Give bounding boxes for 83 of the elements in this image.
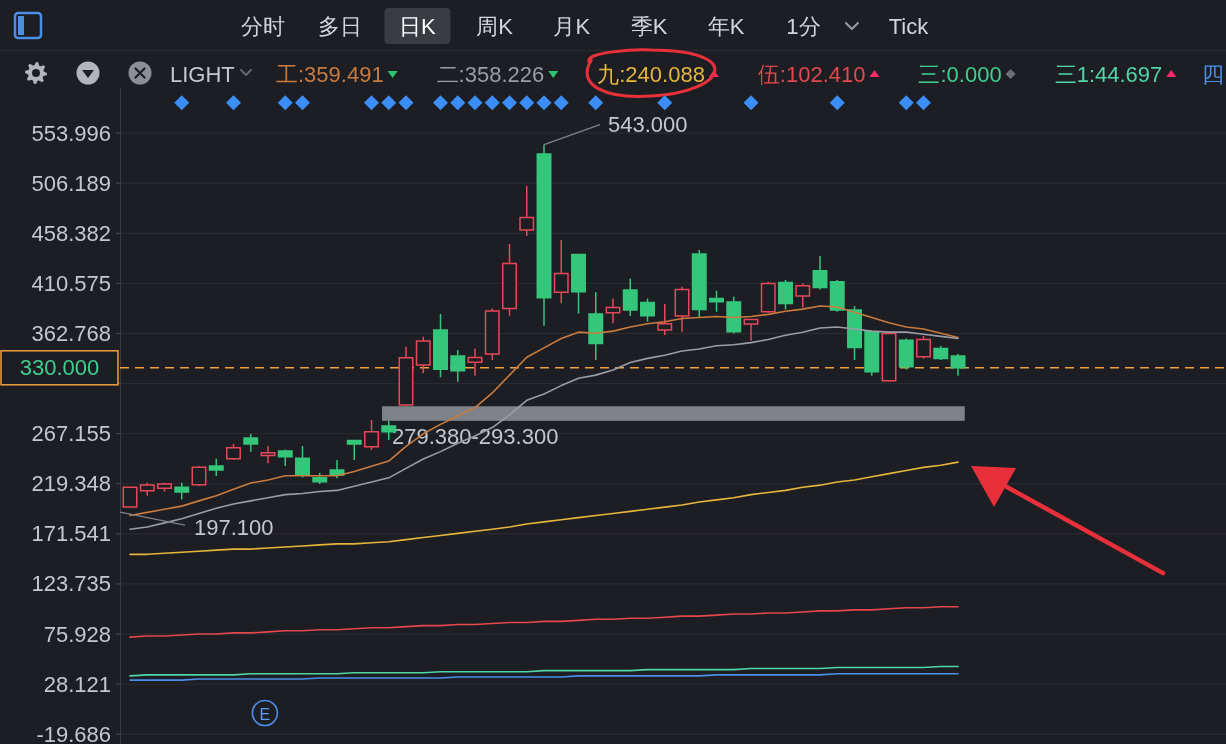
candlestick [553, 239, 569, 305]
text: 九:240.088 [597, 61, 705, 87]
text: 三:0.000 [918, 61, 1002, 87]
y-tick-label: 75.928 [43, 621, 111, 647]
text: 分时 [241, 13, 285, 39]
candlestick [243, 433, 259, 453]
annotation: 543.000 [608, 112, 688, 138]
candlestick [640, 297, 655, 323]
candlestick [691, 249, 707, 319]
candlestick [174, 482, 190, 501]
candlestick [778, 279, 793, 311]
text: 日K [399, 13, 437, 39]
candlestick [157, 482, 172, 493]
candlestick [847, 305, 862, 361]
candlestick [829, 279, 845, 313]
text: 1分 [786, 13, 821, 39]
candlestick [674, 285, 690, 333]
candlestick [467, 347, 483, 377]
text: 四 [1202, 61, 1224, 87]
text: 月K [553, 13, 591, 39]
ref-line-label: 330.000 [19, 355, 100, 381]
candlestick [519, 185, 535, 237]
candlestick [364, 419, 379, 451]
text: Tick [888, 13, 930, 39]
candlestick [933, 345, 949, 361]
text: 季K [630, 13, 668, 39]
line-series [129, 672, 959, 681]
y-tick-label: 362.768 [31, 320, 111, 346]
text: 多日 [318, 13, 363, 39]
candlestick [208, 458, 224, 477]
candlestick [571, 253, 586, 315]
candlestick [122, 486, 138, 508]
candlestick [881, 331, 897, 383]
candlestick [398, 345, 414, 407]
candlestick [191, 465, 207, 487]
candlestick [916, 335, 931, 360]
candlestick [950, 353, 966, 377]
candlestick [726, 296, 742, 335]
candlestick [346, 439, 362, 461]
candlestick [139, 482, 155, 497]
candlestick [622, 277, 638, 317]
y-tick-label: -19.686 [36, 721, 111, 744]
text: 二:358.226 [436, 61, 545, 87]
candlestick [226, 443, 241, 461]
line-series [129, 461, 959, 556]
text: 三1:44.697 [1054, 61, 1163, 87]
candlestick [260, 445, 276, 465]
candlestick [588, 291, 604, 361]
text: 伍:102.410 [757, 61, 866, 87]
y-tick-label: 28.121 [43, 671, 111, 697]
y-tick-label: 506.189 [31, 170, 111, 196]
line-series [129, 305, 959, 517]
candlestick [415, 336, 431, 375]
candlestick [795, 282, 811, 309]
candlestick [605, 297, 621, 325]
line-series [129, 665, 959, 677]
text: 周K [476, 13, 514, 39]
candlestick [502, 243, 517, 317]
candlestick [484, 307, 500, 361]
annotation: 197.100 [194, 514, 274, 540]
candlestick [657, 303, 673, 336]
y-tick-label: 458.382 [31, 220, 111, 246]
candlestick [450, 349, 466, 383]
text: LIGHT [170, 61, 235, 87]
candlestick [536, 143, 552, 327]
y-tick-label: 171.541 [31, 521, 111, 547]
candlestick [898, 337, 914, 371]
text: 年K [707, 13, 745, 39]
y-tick-label: 267.155 [31, 421, 111, 447]
candlestick [277, 448, 293, 467]
candlestick [709, 290, 724, 313]
line-series [129, 605, 959, 638]
text: 工:359.491 [276, 61, 384, 87]
candlestick [743, 318, 759, 342]
candlestick [864, 331, 880, 377]
candlestick [433, 313, 448, 379]
annotation: E [259, 705, 271, 723]
y-tick-label: 123.735 [31, 571, 111, 597]
y-tick-label: 410.575 [31, 270, 111, 296]
y-tick-label: 219.348 [31, 471, 111, 497]
y-tick-label: 553.996 [31, 120, 111, 146]
candlestick [760, 281, 776, 314]
candlestick [812, 255, 828, 291]
